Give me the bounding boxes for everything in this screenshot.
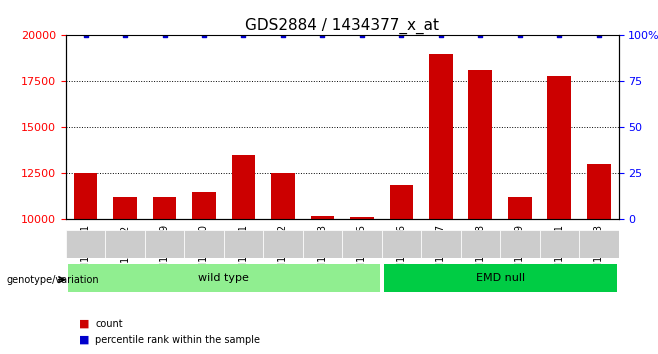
Point bbox=[199, 33, 209, 38]
Bar bbox=[74, 173, 97, 354]
Point bbox=[278, 33, 288, 38]
FancyBboxPatch shape bbox=[184, 230, 224, 258]
FancyBboxPatch shape bbox=[224, 230, 263, 258]
Point bbox=[238, 33, 249, 38]
Text: ■: ■ bbox=[79, 335, 89, 345]
FancyBboxPatch shape bbox=[342, 230, 382, 258]
FancyBboxPatch shape bbox=[500, 230, 540, 258]
Bar bbox=[192, 192, 216, 354]
Point bbox=[475, 33, 486, 38]
Point bbox=[357, 33, 367, 38]
FancyBboxPatch shape bbox=[68, 263, 380, 292]
Point bbox=[317, 33, 328, 38]
FancyBboxPatch shape bbox=[66, 230, 105, 258]
FancyBboxPatch shape bbox=[421, 230, 461, 258]
Bar bbox=[429, 54, 453, 354]
FancyBboxPatch shape bbox=[579, 230, 619, 258]
Title: GDS2884 / 1434377_x_at: GDS2884 / 1434377_x_at bbox=[245, 18, 439, 34]
Point bbox=[159, 33, 170, 38]
Bar bbox=[350, 217, 374, 354]
Text: ■: ■ bbox=[79, 319, 89, 329]
Bar bbox=[113, 198, 137, 354]
Bar bbox=[508, 198, 532, 354]
Point bbox=[120, 33, 130, 38]
FancyBboxPatch shape bbox=[303, 230, 342, 258]
Point bbox=[554, 33, 565, 38]
Bar bbox=[153, 198, 176, 354]
Point bbox=[515, 33, 525, 38]
FancyBboxPatch shape bbox=[384, 263, 617, 292]
Text: count: count bbox=[95, 319, 123, 329]
Bar bbox=[232, 155, 255, 354]
Text: EMD null: EMD null bbox=[476, 273, 524, 283]
FancyBboxPatch shape bbox=[461, 230, 500, 258]
FancyBboxPatch shape bbox=[382, 230, 421, 258]
Bar bbox=[271, 173, 295, 354]
Point bbox=[396, 33, 407, 38]
Text: wild type: wild type bbox=[198, 273, 249, 283]
Text: percentile rank within the sample: percentile rank within the sample bbox=[95, 335, 261, 345]
Bar bbox=[468, 70, 492, 354]
Point bbox=[80, 33, 91, 38]
Bar bbox=[547, 76, 571, 354]
Text: genotype/variation: genotype/variation bbox=[7, 275, 99, 285]
Bar bbox=[390, 184, 413, 354]
FancyBboxPatch shape bbox=[105, 230, 145, 258]
Bar bbox=[587, 164, 611, 354]
Point bbox=[594, 33, 604, 38]
Point bbox=[436, 33, 446, 38]
FancyBboxPatch shape bbox=[540, 230, 579, 258]
Bar bbox=[311, 216, 334, 354]
FancyBboxPatch shape bbox=[145, 230, 184, 258]
FancyBboxPatch shape bbox=[263, 230, 303, 258]
